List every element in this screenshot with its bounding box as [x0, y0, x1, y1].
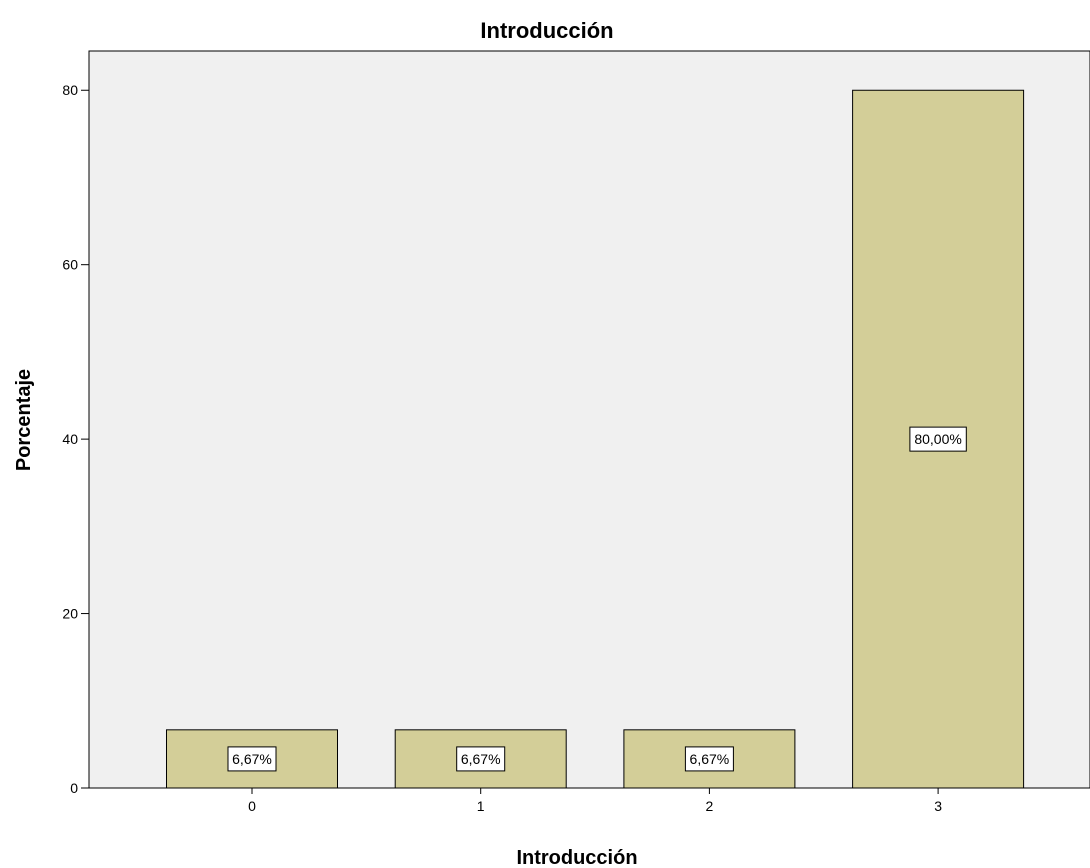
bars-group	[166, 89, 1025, 789]
data-label-box-1	[456, 746, 506, 772]
x-tick-label-0: 0	[248, 798, 256, 814]
x-tick-label-2: 2	[706, 798, 714, 814]
y-axis-label: Porcentaje	[13, 369, 35, 471]
y-tick-label-40: 40	[62, 431, 78, 447]
data-label-box-3	[909, 426, 967, 452]
data-label-1: 6,67%	[461, 751, 501, 767]
y-tick-label-0: 0	[70, 780, 78, 796]
y-tick-label-60: 60	[62, 257, 78, 273]
y-tick-label-80: 80	[62, 82, 78, 98]
chart-title: Introducción	[480, 18, 613, 43]
data-label-0: 6,67%	[232, 751, 272, 767]
x-axis-label: Introducción	[516, 847, 637, 868]
x-tick-label-3: 3	[934, 798, 942, 814]
data-label-3: 80,00%	[914, 431, 961, 447]
data-label-2: 6,67%	[690, 751, 730, 767]
y-axis: 0 20 40 60 80	[62, 51, 90, 796]
data-labels-group: 6,67% 6,67% 6,67% 80,00%	[227, 426, 967, 772]
y-tick-label-20: 20	[62, 606, 78, 622]
x-axis: 0 1 2 3	[89, 787, 1090, 814]
data-label-box-0	[227, 746, 277, 772]
data-label-box-2	[684, 746, 734, 772]
x-tick-label-1: 1	[477, 798, 485, 814]
